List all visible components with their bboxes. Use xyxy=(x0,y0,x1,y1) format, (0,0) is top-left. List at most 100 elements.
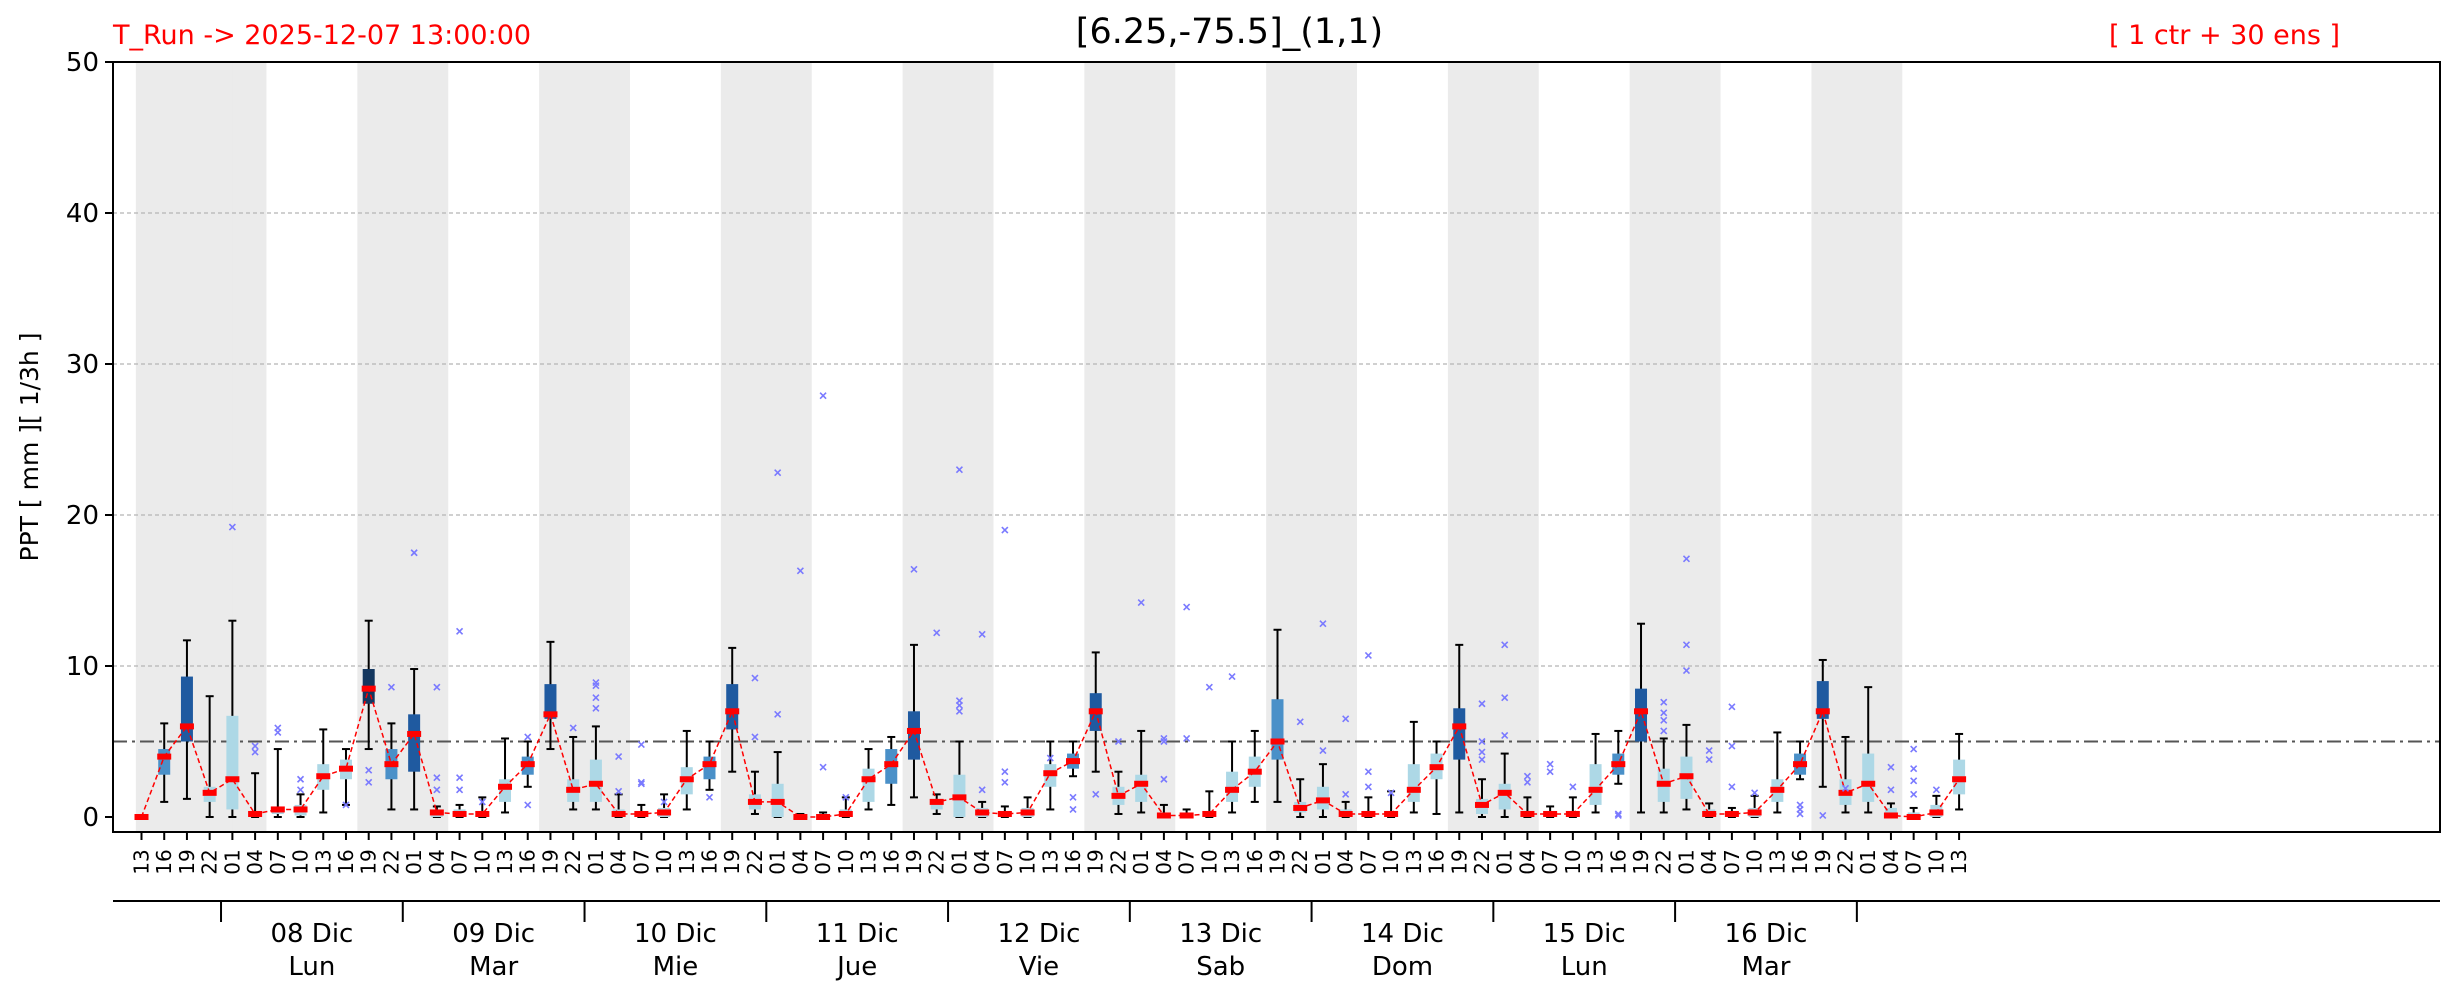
x-tick-label: 07 xyxy=(1175,849,1199,874)
x-tick-label: 13 xyxy=(493,849,517,874)
box xyxy=(226,715,239,810)
x-tick-label: 22 xyxy=(925,849,949,874)
day-weekday-label: Sab xyxy=(1196,952,1245,982)
outlier xyxy=(796,567,804,575)
median-marker xyxy=(1429,764,1444,771)
outlier xyxy=(751,733,759,741)
median-marker xyxy=(1066,758,1081,765)
x-tick-label: 04 xyxy=(243,849,267,874)
outlier xyxy=(955,466,963,474)
median-marker xyxy=(1747,809,1762,816)
outlier xyxy=(1682,555,1691,563)
x-tick-label: 16 xyxy=(1606,849,1630,874)
outlier xyxy=(592,694,600,702)
median-marker xyxy=(566,786,581,793)
day-date-label: 12 Dic xyxy=(997,919,1080,949)
x-tick-label: 13 xyxy=(1038,849,1062,874)
outlier xyxy=(1137,599,1145,607)
outlier xyxy=(978,630,986,638)
x-tick-label: 16 xyxy=(879,849,903,874)
outlier xyxy=(637,740,645,749)
outlier xyxy=(774,710,782,718)
box xyxy=(1862,753,1875,802)
x-tick-label: 07 xyxy=(1356,849,1380,874)
day-date-label: 13 Dic xyxy=(1179,919,1262,949)
box xyxy=(180,676,193,742)
outlier xyxy=(1342,790,1350,798)
outlier xyxy=(1546,768,1554,776)
x-tick-label: 16 xyxy=(1788,849,1812,874)
outlier xyxy=(251,742,259,750)
median-marker xyxy=(634,810,649,817)
x-tick-label: 13 xyxy=(1947,849,1971,874)
outlier xyxy=(1569,783,1577,791)
x-tick-label: 10 xyxy=(1379,849,1403,874)
outlier xyxy=(1728,742,1736,750)
x-tick-label: 10 xyxy=(652,849,676,874)
median-marker xyxy=(157,753,172,760)
outlier xyxy=(637,780,645,788)
box xyxy=(1884,807,1897,817)
x-axis-hours: 1316192201040710131619220104071013161922… xyxy=(130,832,1971,875)
box xyxy=(1635,688,1648,742)
night-band xyxy=(902,62,994,832)
outlier xyxy=(1183,603,1191,611)
x-tick-label: 07 xyxy=(629,849,653,874)
outlier xyxy=(1228,673,1236,681)
x-tick-label: 19 xyxy=(538,849,562,874)
x-tick-label: 13 xyxy=(130,849,154,874)
outlier xyxy=(1932,786,1940,794)
outlier xyxy=(228,523,236,531)
outlier xyxy=(1660,698,1668,706)
median-marker xyxy=(1179,812,1194,819)
outlier xyxy=(1705,746,1713,755)
box xyxy=(1589,764,1602,805)
outlier xyxy=(1660,716,1668,724)
x-tick-label: 13 xyxy=(675,849,699,874)
box xyxy=(703,756,716,780)
outlier xyxy=(1114,737,1123,746)
outlier xyxy=(1501,694,1509,702)
outlier xyxy=(1364,783,1372,791)
median-marker xyxy=(429,809,444,816)
outlier xyxy=(1387,789,1395,797)
box xyxy=(1453,708,1466,760)
outlier xyxy=(1796,810,1804,818)
median-marker xyxy=(884,761,899,768)
outlier xyxy=(1046,754,1054,762)
outlier xyxy=(1160,775,1168,783)
box xyxy=(1226,771,1239,802)
median-marker xyxy=(270,806,285,813)
outlier xyxy=(1546,760,1554,768)
median-marker xyxy=(1861,780,1876,787)
median-marker xyxy=(952,794,967,801)
outlier xyxy=(1501,641,1509,649)
x-tick-label: 16 xyxy=(152,849,176,874)
x-tick-label: 01 xyxy=(1856,849,1880,874)
outlier xyxy=(615,753,623,761)
x-tick-label: 01 xyxy=(947,849,971,874)
night-band xyxy=(1447,62,1539,832)
outlier xyxy=(456,774,464,782)
x-tick-label: 19 xyxy=(1811,849,1835,874)
outlier xyxy=(1001,526,1009,534)
median-marker xyxy=(225,776,240,783)
x-tick-label: 07 xyxy=(266,849,290,874)
outlier xyxy=(978,786,986,794)
median-marker xyxy=(1406,786,1421,793)
x-tick-label: 04 xyxy=(788,849,812,874)
median-marker xyxy=(906,727,921,734)
day-weekday-label: Vie xyxy=(1019,952,1059,982)
median-marker xyxy=(838,810,853,817)
box xyxy=(907,711,920,760)
outlier xyxy=(1523,772,1531,780)
median-marker xyxy=(747,798,762,805)
x-tick-label: 07 xyxy=(448,849,472,874)
median-marker xyxy=(293,806,308,813)
outlier xyxy=(433,786,441,794)
median-marker xyxy=(543,711,558,718)
outlier xyxy=(1183,734,1191,743)
outlier xyxy=(1364,768,1372,776)
median-marker xyxy=(1247,768,1262,775)
median-marker xyxy=(793,814,808,820)
